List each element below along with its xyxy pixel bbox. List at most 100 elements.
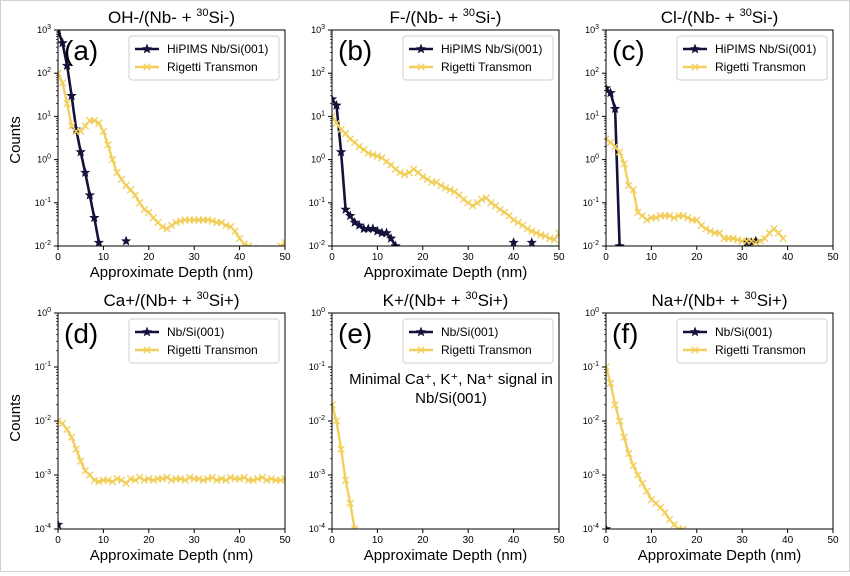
data-point bbox=[390, 240, 401, 246]
data-point bbox=[176, 475, 185, 483]
y-tick-label: 101 bbox=[585, 110, 599, 121]
y-tick-label: 10-4 bbox=[583, 523, 599, 534]
data-point bbox=[140, 476, 149, 485]
data-point bbox=[117, 476, 126, 485]
data-point bbox=[332, 400, 336, 409]
data-point bbox=[697, 221, 706, 230]
data-point bbox=[332, 417, 341, 425]
legend-label: Rigetti Transmon bbox=[167, 60, 258, 74]
y-tick-label: 10-2 bbox=[35, 240, 51, 251]
panel-label: (b) bbox=[338, 35, 372, 66]
legend-box bbox=[676, 35, 828, 81]
data-point bbox=[405, 168, 413, 177]
data-point bbox=[615, 148, 624, 156]
data-point bbox=[346, 135, 354, 143]
data-point bbox=[382, 157, 391, 166]
data-point bbox=[706, 227, 715, 236]
annotation-line-1: Minimal Ca⁺, K⁺, Na⁺ signal in bbox=[349, 371, 553, 388]
data-point bbox=[268, 249, 275, 256]
data-point bbox=[446, 186, 454, 194]
data-point bbox=[131, 476, 139, 485]
data-point bbox=[72, 445, 80, 454]
data-point bbox=[131, 191, 139, 199]
y-tick-label: 10-2 bbox=[35, 415, 51, 426]
data-point bbox=[555, 229, 559, 237]
data-point bbox=[345, 210, 356, 221]
legend-label: Rigetti Transmon bbox=[441, 60, 532, 74]
data-point bbox=[235, 234, 244, 243]
x-tick-label: 40 bbox=[234, 252, 246, 263]
legend-box bbox=[402, 35, 554, 81]
data-point bbox=[381, 227, 392, 238]
legend-marker bbox=[417, 63, 425, 71]
y-tick-label: 103 bbox=[585, 24, 599, 35]
figure-ylabel-bottom: Counts bbox=[7, 394, 24, 442]
data-point bbox=[423, 175, 432, 184]
plot-area bbox=[332, 400, 359, 529]
data-point bbox=[58, 78, 67, 87]
x-tick-label: 10 bbox=[372, 535, 384, 546]
x-tick-label: 40 bbox=[508, 252, 520, 263]
y-tick-label: 10-1 bbox=[35, 197, 51, 208]
y-tick-label: 10-2 bbox=[583, 240, 599, 251]
data-point bbox=[253, 475, 262, 483]
data-point bbox=[104, 141, 112, 149]
data-point bbox=[58, 419, 67, 428]
data-point bbox=[550, 235, 559, 244]
chart-panel: F-/(Nb- + 30Si-) 0 10 20 30 40 50 10-2 10-1 100 10… bbox=[309, 7, 565, 281]
data-point bbox=[350, 525, 359, 529]
y-tick-label: 101 bbox=[37, 110, 51, 121]
data-point bbox=[204, 475, 212, 483]
legend-marker bbox=[689, 326, 701, 337]
x-tick-label: 0 bbox=[329, 535, 335, 546]
data-point bbox=[432, 178, 441, 186]
data-point bbox=[400, 170, 409, 179]
figure-ylabel-top: Counts bbox=[7, 116, 24, 164]
x-tick-label: 20 bbox=[691, 252, 703, 263]
data-point bbox=[267, 475, 276, 483]
data-point bbox=[541, 232, 550, 240]
data-point bbox=[244, 242, 253, 246]
data-point bbox=[235, 475, 244, 483]
data-point bbox=[58, 37, 68, 48]
data-point bbox=[670, 213, 678, 222]
data-point bbox=[332, 112, 336, 121]
data-point bbox=[532, 229, 541, 237]
data-point bbox=[752, 238, 760, 246]
data-point bbox=[614, 240, 625, 246]
data-point bbox=[643, 487, 651, 496]
legend-marker bbox=[417, 346, 425, 354]
x-tick-label: 20 bbox=[417, 535, 429, 546]
legend-marker bbox=[141, 43, 153, 54]
y-tick-label: 10-3 bbox=[35, 469, 51, 480]
panel-title: F-/(Nb- + 30Si-) bbox=[390, 7, 502, 27]
data-point bbox=[526, 237, 537, 246]
chart-panel: OH-/(Nb- + 30Si-) 0 10 20 30 40 50 10-2 10-1 100 1… bbox=[35, 7, 291, 281]
data-point bbox=[158, 475, 167, 483]
data-point bbox=[61, 60, 73, 70]
data-point bbox=[231, 227, 239, 236]
data-point bbox=[172, 218, 180, 227]
chart-panel: Ca+/(Nb+ + 30Si+) 0 10 20 30 40 50 10-4 10-3 10-2… bbox=[35, 290, 291, 564]
legend-label: Rigetti Transmon bbox=[715, 343, 806, 357]
data-point bbox=[606, 523, 612, 529]
x-tick-label: 50 bbox=[553, 535, 565, 546]
y-tick-label: 103 bbox=[37, 24, 51, 35]
x-tick-label: 20 bbox=[691, 535, 703, 546]
data-point bbox=[464, 199, 472, 207]
x-tick-label: 10 bbox=[98, 252, 110, 263]
data-point bbox=[281, 475, 285, 483]
data-point bbox=[620, 433, 628, 442]
plot-area bbox=[606, 363, 687, 529]
data-point bbox=[702, 225, 710, 233]
data-point bbox=[276, 476, 285, 485]
series-line bbox=[58, 30, 101, 243]
data-point bbox=[113, 475, 121, 483]
legend-label: Rigetti Transmon bbox=[167, 343, 258, 357]
plot-frame bbox=[605, 29, 834, 247]
x-tick-label: 30 bbox=[463, 535, 475, 546]
x-axis-label: Approximate Depth (nm) bbox=[90, 547, 253, 564]
data-point bbox=[66, 90, 77, 101]
data-point bbox=[217, 475, 226, 483]
